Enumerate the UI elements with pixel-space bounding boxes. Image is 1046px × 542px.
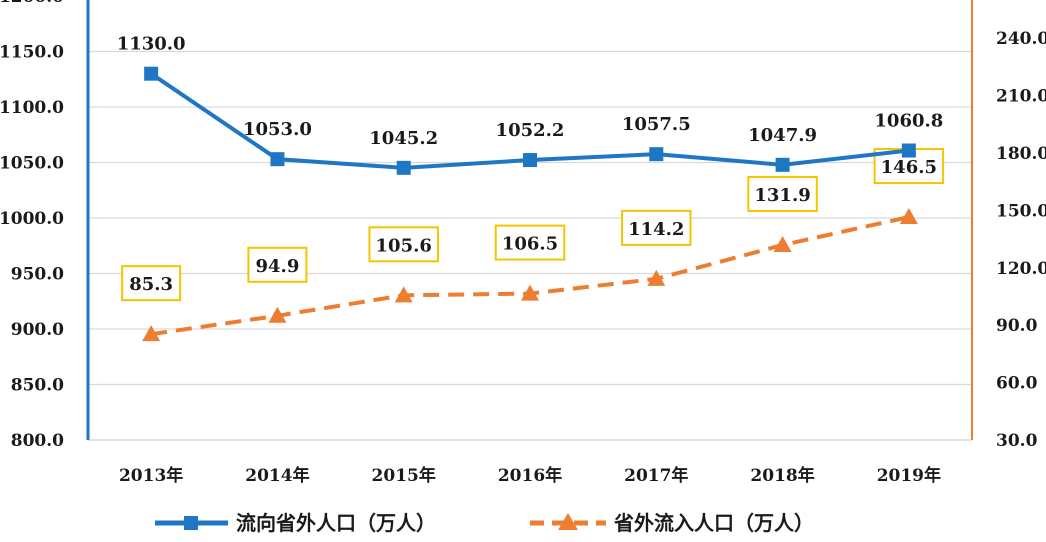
outflow-data-label: 1052.2 [496, 120, 565, 141]
outflow-data-label: 1045.2 [369, 128, 438, 149]
right-y-tick-label: 60.0 [996, 374, 1038, 394]
inflow-data-label: 105.6 [376, 235, 432, 256]
outflow-data-label: 1053.0 [243, 119, 312, 140]
left-y-tick-label: 1150.0 [0, 43, 64, 63]
x-tick-label: 2017年 [624, 465, 688, 486]
outflow-data-label: 1057.5 [622, 114, 691, 135]
series-inflow-marker [899, 208, 918, 225]
series-outflow-marker [775, 157, 790, 172]
right-y-tick-label: 180.0 [996, 144, 1046, 164]
legend-inflow-label: 省外流入人口（万人） [613, 511, 814, 535]
left-y-tick-label: 1100.0 [0, 98, 64, 118]
x-tick-label: 2018年 [750, 465, 814, 486]
left-y-tick-label: 1200.0 [0, 0, 64, 7]
inflow-data-label-box [747, 175, 818, 212]
legend-outflow-label: 流向省外人口（万人） [236, 511, 436, 535]
inflow-data-label: 106.5 [502, 234, 558, 255]
series-outflow-marker [144, 66, 159, 81]
series-inflow-marker [773, 235, 792, 252]
series-layer: 85.3 94.9 105.6 106.5 114.2 131.9 146.5 1130.0 1… [117, 34, 945, 342]
outflow-data-label: 1060.8 [874, 111, 943, 132]
right-y-tick-label: 90.0 [996, 316, 1038, 336]
left-y-tick-labels: 800.0 850.0 900.0 950.0 1000.0 1050.0 1100.0 11… [0, 0, 64, 451]
right-y-tick-label: 150.0 [996, 201, 1046, 221]
x-tick-label: 2014年 [245, 465, 309, 486]
series-outflow-marker [523, 153, 537, 168]
inflow-data-label: 131.9 [754, 185, 810, 206]
left-y-tick-label: 900.0 [11, 320, 64, 340]
inflow-data-label: 85.3 [129, 274, 173, 295]
left-y-tick-label: 800.0 [11, 431, 64, 451]
inflow-data-label-box [621, 209, 692, 246]
x-tick-label: 2013年 [119, 465, 183, 486]
inflow-data-label-box [368, 226, 439, 263]
legend: 流向省外人口（万人） 省外流入人口（万人） [155, 511, 814, 535]
x-tick-label: 2019年 [877, 465, 941, 486]
inflow-data-label-box [247, 246, 308, 283]
x-tick-label: 2016年 [498, 465, 562, 486]
outflow-data-label: 1047.9 [748, 125, 817, 146]
right-y-tick-label: 240.0 [996, 29, 1046, 49]
left-y-tick-label: 1050.0 [0, 154, 64, 174]
inflow-data-label: 146.5 [881, 157, 937, 178]
legend-item-outflow: 流向省外人口（万人） [155, 511, 436, 535]
legend-inflow-marker [558, 513, 578, 530]
series-outflow-marker [396, 160, 411, 175]
left-y-tick-label: 950.0 [11, 265, 64, 285]
series-outflow-marker [901, 143, 916, 158]
right-y-tick-label: 120.0 [996, 259, 1046, 279]
series-inflow-marker [647, 269, 666, 286]
series-inflow-marker [142, 325, 161, 342]
series-outflow-marker [649, 147, 664, 162]
series-inflow-marker [394, 286, 413, 303]
legend-item-inflow: 省外流入人口（万人） [530, 511, 814, 535]
inflow-data-label-box [121, 265, 182, 302]
right-y-tick-labels: 30.0 60.0 90.0 120.0 150.0 180.0 210.0 240.0 [996, 29, 1046, 451]
left-y-tick-label: 850.0 [11, 376, 64, 396]
right-y-tick-label: 210.0 [996, 87, 1046, 107]
left-y-tick-label: 1000.0 [0, 209, 64, 229]
x-tick-labels: 2013年 2014年 2015年 2016年 2017年 2018年 2019年 [119, 465, 941, 486]
inflow-data-label-box [494, 224, 566, 261]
series-outflow-marker [270, 152, 285, 167]
inflow-data-label: 114.2 [628, 219, 684, 240]
series-inflow-marker [521, 284, 539, 301]
right-y-tick-label: 30.0 [996, 431, 1038, 451]
gridlines [88, 50, 972, 441]
x-tick-label: 2015年 [372, 465, 436, 486]
outflow-data-label: 1130.0 [117, 34, 186, 55]
inflow-data-label: 94.9 [256, 256, 300, 277]
series-inflow-marker [268, 306, 287, 323]
legend-outflow-marker [184, 516, 198, 530]
